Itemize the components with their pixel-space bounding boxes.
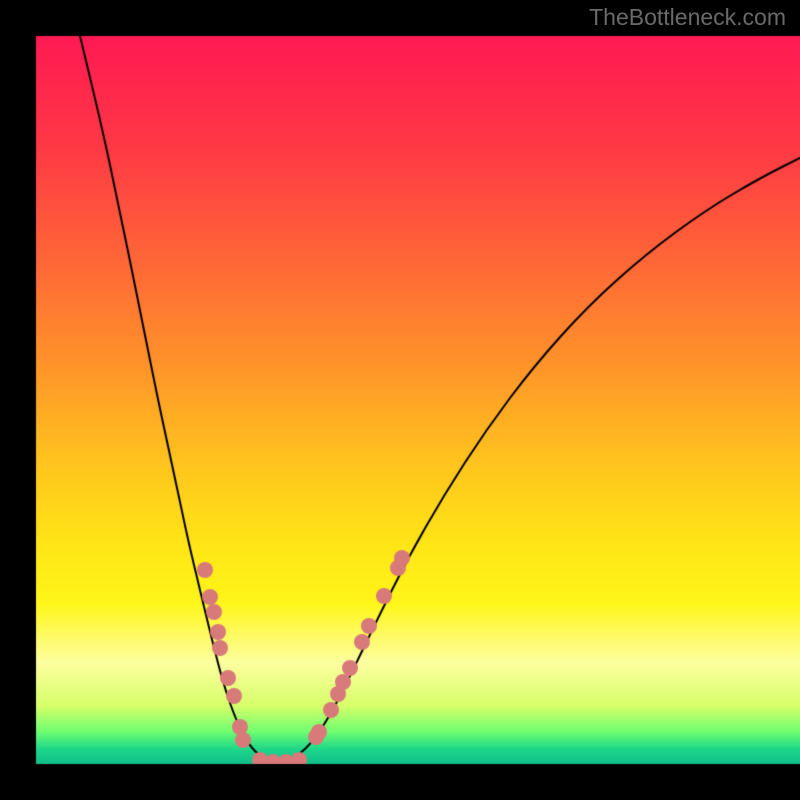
chart-stage: TheBottleneck.com (0, 0, 800, 800)
watermark-text: TheBottleneck.com (589, 4, 786, 31)
chart-canvas (0, 0, 800, 800)
